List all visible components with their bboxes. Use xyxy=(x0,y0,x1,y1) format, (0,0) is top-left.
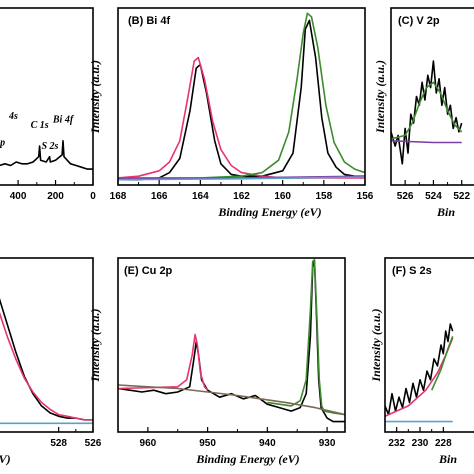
panel-title: (B) Bi 4f xyxy=(128,15,171,27)
series-line-f-2 xyxy=(430,336,454,391)
series-line-c-1 xyxy=(391,81,463,140)
x-tick-label: 960 xyxy=(140,438,157,449)
series-line-b-2 xyxy=(118,12,365,179)
panel-title: (C) V 2p xyxy=(398,15,440,27)
plot-frame xyxy=(0,7,94,186)
panel-b: 168 166 164 162 160 158 156 (B) Bi 4f Intensity … xyxy=(88,7,374,219)
series-line-d-1 xyxy=(0,311,93,421)
x-tick-label: 228 xyxy=(435,438,452,449)
x-tick-label: 522 xyxy=(453,191,470,202)
series-line-b-4 xyxy=(118,176,365,181)
panel-e: 960 950 940 930 (E) Cu 2p Intensity (a.u.) Bin… xyxy=(88,257,346,466)
series-line-a-0 xyxy=(0,140,93,170)
x-tick-label: 200 xyxy=(47,191,64,202)
y-axis-label: Intensity (a.u.) xyxy=(88,308,102,382)
series-line-e-1 xyxy=(118,333,209,391)
x-tick-label: 400 xyxy=(10,191,27,202)
series-line-b-3 xyxy=(118,175,365,180)
x-tick-label: 166 xyxy=(151,191,168,202)
x-tick-label: 526 xyxy=(85,438,102,449)
series-line-f-0 xyxy=(385,323,454,416)
y-axis-label: Intensity (a.u.) xyxy=(373,60,387,134)
peak-annotation: C 1s xyxy=(31,120,49,131)
peak-annotation: S 2s xyxy=(41,141,58,152)
x-axis-label: Binding Energy (eV) xyxy=(217,205,321,219)
peak-annotation: Bi 4f xyxy=(52,115,75,126)
panel-title: (E) Cu 2p xyxy=(124,265,173,277)
x-tick-label: 0 xyxy=(90,191,96,202)
x-axis-label: Bin xyxy=(438,452,457,466)
series-line-e-2 xyxy=(267,258,345,416)
x-tick-label: 950 xyxy=(199,438,216,449)
peak-annotation: 4s xyxy=(8,111,18,122)
x-tick-label: 232 xyxy=(388,438,405,449)
x-axis-label: Binding Energy (eV) xyxy=(195,452,299,466)
plot-frame xyxy=(117,257,346,433)
plot-frame xyxy=(390,7,474,186)
panel-f: 232 230 228 (F) S 2s Intensity (a.u.) Bin xyxy=(369,257,474,466)
panel-c: 526 524 522 (C) V 2p Intensity (a.u.) Bin xyxy=(373,7,474,219)
panel-title: (F) S 2s xyxy=(392,265,432,277)
series-line-e-3 xyxy=(118,384,345,416)
x-tick-label: 162 xyxy=(233,191,250,202)
plot-frame xyxy=(0,257,94,433)
peak-annotation: V 2p xyxy=(0,138,5,149)
x-axis-label: eV) xyxy=(0,452,11,466)
x-tick-label: 524 xyxy=(425,191,442,202)
plot-frame xyxy=(117,7,366,186)
x-tick-label: 158 xyxy=(315,191,332,202)
x-axis-label: Bin xyxy=(436,205,455,219)
series-line-c-2 xyxy=(391,140,462,144)
series-line-c-0 xyxy=(391,60,463,165)
x-tick-label: 160 xyxy=(274,191,291,202)
x-tick-label: 528 xyxy=(50,438,67,449)
x-tick-label: 230 xyxy=(412,438,429,449)
panel-a: 400 200 0 4s V 2p C 1s S 2s Bi 4f xyxy=(0,7,96,202)
y-axis-label: Intensity (a.u.) xyxy=(88,60,102,134)
y-axis-label: Intensity (a.u.) xyxy=(369,308,383,382)
x-tick-label: 156 xyxy=(357,191,374,202)
x-tick-label: 526 xyxy=(397,191,414,202)
x-tick-label: 164 xyxy=(192,191,209,202)
x-tick-label: 930 xyxy=(319,438,336,449)
panel-d: 528 526 eV) xyxy=(0,257,102,466)
x-tick-label: 168 xyxy=(110,191,127,202)
series-line-b-0 xyxy=(118,19,365,181)
x-tick-label: 940 xyxy=(259,438,276,449)
plot-frame xyxy=(384,257,474,433)
series-line-d-0 xyxy=(0,298,93,421)
